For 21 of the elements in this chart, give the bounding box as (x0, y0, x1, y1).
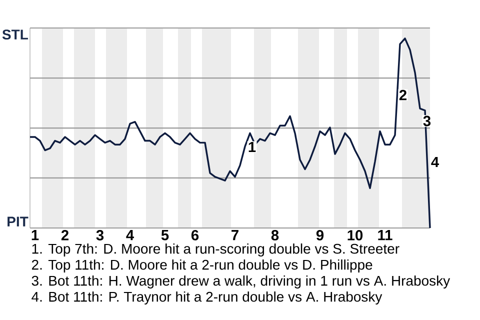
text: 1. Top 7th: D. Moore hit a run-scoring double vs S. Streeter (32, 243, 400, 257)
x-tick-label: 5 (161, 230, 169, 240)
annotation: 3 (423, 116, 431, 126)
x-tick-label: 2 (61, 230, 68, 240)
x-tick-label: 11 (378, 230, 392, 240)
x-tick-label: 7 (232, 230, 238, 240)
x-tick-label: 8 (271, 230, 279, 240)
ref-line-label: PIT (8, 216, 28, 226)
x-tick-label: 1 (32, 230, 39, 240)
annotation: 2 (399, 90, 406, 100)
text: 4 (431, 156, 439, 168)
x-tick-label: 9 (316, 230, 324, 240)
text: 3. Bot 11th: H. Wagner drew a walk, driving in 1 run vs A. Hrabosky (32, 275, 450, 289)
x-tick-label: 10 (348, 230, 363, 240)
x-tick-label: 6 (191, 230, 199, 240)
x-tick-label: 3 (96, 230, 104, 240)
x-tick-label: 4 (126, 230, 134, 240)
ref-line-label: STL (2, 30, 28, 40)
text: 4. Bot 11th: P. Traynor hit a 2-run double vs A. Hrabosky (32, 291, 382, 305)
annotation: 1 (248, 142, 256, 152)
text: 2. Top 11th: D. Moore hit a 2-run double vs D. Phillippe (32, 259, 372, 273)
